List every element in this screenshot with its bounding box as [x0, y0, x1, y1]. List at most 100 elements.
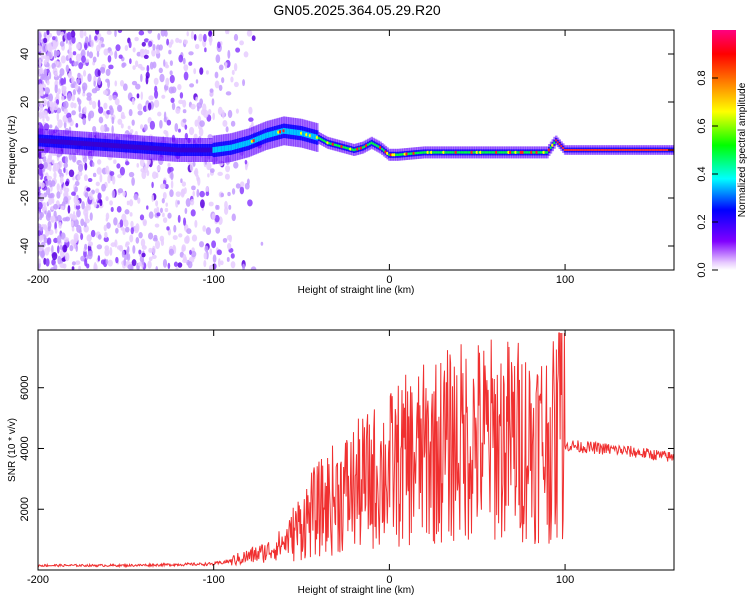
heatmap-cell: [604, 149, 607, 151]
heatmap-cell: [342, 145, 345, 149]
heatmap-cell: [103, 224, 107, 232]
heatmap-cell: [173, 147, 177, 153]
heatmap-cell: [67, 93, 72, 102]
heatmap-cell: [103, 48, 109, 56]
heatmap-cell: [140, 91, 143, 101]
heatmap-cell: [584, 149, 588, 151]
heatmap-cell: [194, 147, 198, 153]
heatmap-cell: [222, 237, 228, 243]
heatmap-cell: [93, 141, 96, 147]
heatmap-cell: [620, 149, 623, 151]
heatmap-cell: [108, 142, 112, 148]
heatmap-cell: [574, 149, 577, 151]
heatmap-cell: [107, 79, 111, 89]
heatmap-cell: [184, 236, 190, 244]
heatmap-cell: [131, 97, 135, 106]
heatmap-cell: [117, 118, 123, 125]
heatmap-cell: [55, 93, 60, 100]
heatmap-cell: [66, 140, 70, 145]
heatmap-cell: [61, 139, 64, 145]
y-tick-label: 4000: [19, 436, 31, 460]
heatmap-cell: [76, 224, 82, 233]
heatmap-cell: [87, 178, 93, 183]
heatmap-cell: [169, 74, 175, 84]
heatmap-cell: [175, 191, 181, 198]
heatmap-cell: [100, 142, 103, 148]
heatmap-cell: [188, 51, 194, 56]
heatmap-cell: [191, 234, 198, 242]
heatmap-cell: [134, 194, 138, 199]
heatmap-cell: [60, 55, 66, 64]
heatmap-cell: [71, 94, 76, 102]
heatmap-cell: [662, 149, 665, 151]
heatmap-cell: [100, 43, 105, 48]
y-tick-label: 6000: [19, 375, 31, 399]
heatmap-cell: [57, 119, 63, 129]
heatmap-cell: [178, 54, 184, 63]
heatmap-cell: [45, 258, 50, 267]
heatmap-cell: [153, 234, 158, 240]
heatmap-cell: [333, 143, 337, 146]
heatmap-cell: [402, 153, 405, 156]
heatmap-cell: [114, 143, 117, 149]
heatmap-cell: [194, 219, 198, 228]
heatmap-cell: [47, 226, 51, 232]
heatmap-cell: [96, 244, 103, 250]
heatmap-cell: [90, 229, 96, 238]
heatmap-cell: [161, 94, 166, 99]
heatmap-cell: [193, 68, 197, 75]
heatmap-cell: [38, 244, 44, 252]
heatmap-cell: [665, 149, 669, 151]
colorbar-tick-label: 0.8: [696, 70, 708, 85]
heatmap-cell: [93, 80, 96, 87]
heatmap-cell: [261, 134, 265, 140]
heatmap-cell: [414, 152, 417, 155]
heatmap-cell: [183, 187, 187, 194]
heatmap-cell: [99, 66, 106, 72]
heatmap-cell: [226, 30, 230, 35]
heatmap-cell: [224, 62, 228, 70]
heatmap-cell: [97, 192, 102, 200]
heatmap-cell: [148, 232, 154, 240]
heatmap-cell: [456, 151, 460, 154]
heatmap-cell: [87, 241, 93, 247]
heatmap-cell: [156, 165, 161, 171]
spectrogram-x-axis-label: Height of straight line (km): [298, 285, 415, 296]
heatmap-cell: [118, 54, 123, 59]
heatmap-cell: [497, 151, 500, 154]
heatmap-cell: [77, 72, 81, 78]
heatmap-cell: [226, 257, 230, 262]
heatmap-cell: [59, 188, 63, 195]
heatmap-cell: [182, 109, 187, 114]
heatmap-cell: [121, 250, 125, 258]
heatmap-cell: [215, 226, 221, 234]
heatmap-cell: [132, 47, 136, 53]
heatmap-cell: [38, 59, 42, 67]
heatmap-cell: [163, 146, 166, 152]
heatmap-cell: [203, 252, 208, 260]
heatmap-cell: [57, 88, 61, 95]
heatmap-cell: [432, 151, 435, 154]
heatmap-cell: [532, 151, 535, 154]
heatmap-cell: [53, 203, 59, 210]
heatmap-cell: [192, 190, 195, 197]
heatmap-cell: [148, 40, 153, 48]
heatmap-cell: [124, 144, 128, 149]
heatmap-cell: [167, 162, 171, 168]
heatmap-cell: [231, 69, 235, 76]
heatmap-cell: [375, 144, 379, 147]
heatmap-cell: [491, 151, 495, 154]
heatmap-cell: [263, 133, 266, 140]
heatmap-cell: [461, 151, 465, 154]
heatmap-cell: [70, 220, 74, 227]
heatmap-cell: [226, 234, 232, 241]
heatmap-cell: [64, 252, 70, 262]
heatmap-cell: [330, 142, 333, 145]
snr-y-axis-label: SNR (10 * v/v): [7, 418, 18, 482]
heatmap-cell: [75, 199, 80, 206]
heatmap-cell: [44, 247, 50, 256]
colorbar-gradient: [712, 30, 736, 270]
heatmap-cell: [206, 161, 212, 171]
heatmap-cell: [141, 252, 146, 258]
heatmap-cell: [254, 137, 258, 143]
